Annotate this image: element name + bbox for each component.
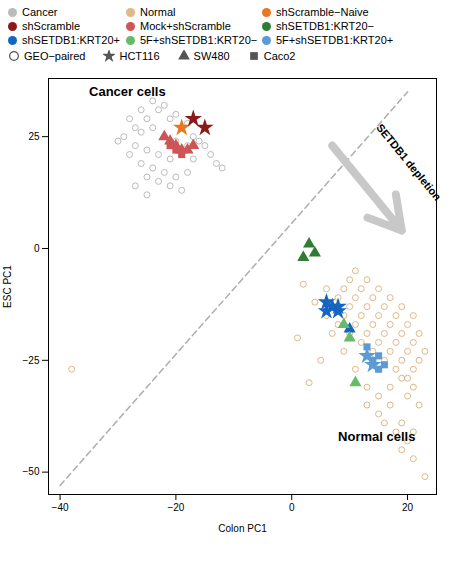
svg-text:−50: −50 [23,466,40,477]
svg-text:Colon PC1: Colon PC1 [218,523,267,534]
html-text:5F+shSETDB1:KRT20−: 5F+shSETDB1:KRT20− [140,34,258,46]
html-text:Mock+shScramble: Mock+shScramble [140,20,231,32]
svg-text:0: 0 [34,243,40,254]
svg-text:Cancer cells: Cancer cells [89,84,166,99]
svg-text:ESC PC1: ESC PC1 [2,265,13,308]
html-text:shSETDB1:KRT20−: shSETDB1:KRT20− [276,20,374,32]
html-text:shScramble: shScramble [22,20,81,32]
svg-text:Normal cells: Normal cells [338,429,415,444]
html-text:shSETDB1:KRT20+: shSETDB1:KRT20+ [22,34,120,46]
html-text:SW480: SW480 [193,50,230,62]
html-text:Caco2: Caco2 [263,50,296,62]
svg-text:−20: −20 [167,502,184,513]
html-text:HCT116: HCT116 [119,50,160,62]
svg-text:−25: −25 [23,355,40,366]
svg-text:−40: −40 [52,502,69,513]
svg-text:20: 20 [402,502,414,513]
html-text:Cancer: Cancer [22,6,58,18]
html-text:GEO−paired: GEO−paired [24,50,86,62]
html-text:Normal: Normal [140,6,176,18]
svg-text:0: 0 [289,502,295,513]
html-text:5F+shSETDB1:KRT20+: 5F+shSETDB1:KRT20+ [276,34,394,46]
svg-text:SETDB1 depletion: SETDB1 depletion [374,121,444,203]
html-text:shScramble−Naive: shScramble−Naive [276,6,369,18]
svg-text:25: 25 [28,131,40,142]
